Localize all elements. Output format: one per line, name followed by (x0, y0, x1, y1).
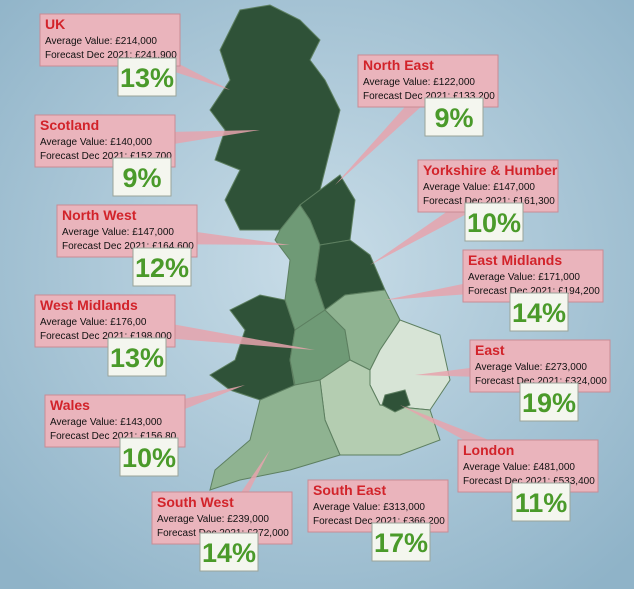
region-name: West Midlands (40, 297, 138, 313)
forecast-value: Forecast Dec 2021: £133,200 (363, 91, 495, 102)
average-value: Average Value: £171,000 (468, 272, 580, 283)
region-name: East (475, 342, 505, 358)
growth-note (464, 202, 524, 242)
average-value: Average Value: £214,000 (45, 36, 157, 47)
average-value: Average Value: £147,000 (423, 182, 535, 193)
callout-pointer (335, 73, 435, 185)
region-name: North West (62, 207, 137, 223)
region-callout: Wales Average Value: £143,000 Forecast Dec… (44, 385, 245, 477)
growth: 11% (515, 488, 568, 518)
growth: 19% (522, 388, 576, 418)
region-callout: East Average Value: £273,000 Forecast Dec … (415, 339, 611, 422)
forecast-value: Forecast Dec 2021: £324,000 (475, 376, 607, 387)
forecast-value: Forecast Dec 2021: £241,900 (45, 50, 177, 61)
growth-note (371, 522, 431, 562)
growth-note (511, 482, 571, 522)
forecast-value: Forecast Dec 2021: £156,80 (50, 431, 177, 442)
average-value: Average Value: £147,000 (62, 227, 174, 238)
average-value: Average Value: £481,000 (463, 462, 575, 473)
forecast-value: Forecast Dec 2021: £164,600 (62, 241, 194, 252)
region-callout: South East Average Value: £313,000 Forecas… (307, 479, 449, 562)
growth-note (107, 337, 167, 377)
region-callout: North West Average Value: £147,000 Forecas… (56, 204, 290, 287)
average-value: Average Value: £313,000 (313, 502, 425, 513)
region-name: UK (45, 16, 65, 32)
forecast-value: Forecast Dec 2021: £366,200 (313, 516, 445, 527)
forecast-value: Forecast Dec 2021: £152,700 (40, 151, 172, 162)
forecast-value: Forecast Dec 2021: £198,000 (40, 331, 172, 342)
region-name: North East (363, 57, 434, 73)
region-callout: Scotland Average Value: £140,000 Forecast … (34, 114, 260, 197)
region-name: Yorkshire & Humber (423, 162, 558, 178)
growth: 13% (110, 343, 164, 373)
region-name: South East (313, 482, 386, 498)
callout-box (39, 13, 181, 67)
region-callout: East Midlands Average Value: £171,000 Fore… (385, 249, 604, 332)
forecast-value: Forecast Dec 2021: £194,200 (468, 286, 600, 297)
growth: 12% (135, 253, 189, 283)
growth: 9% (122, 163, 161, 193)
growth-note (509, 292, 569, 332)
growth-note (519, 382, 579, 422)
growth: 13% (120, 63, 174, 93)
growth-note (424, 97, 484, 137)
region-name: Wales (50, 397, 90, 413)
growth: 14% (202, 538, 256, 568)
region-callout: London Average Value: £481,000 Forecast De… (400, 405, 599, 522)
region-name: Scotland (40, 117, 99, 133)
growth-note (132, 247, 192, 287)
average-value: Average Value: £140,000 (40, 137, 152, 148)
average-value: Average Value: £176,00 (40, 317, 147, 328)
forecast-value: Forecast Dec 2021: £161,300 (423, 196, 555, 207)
growth: 14% (512, 298, 566, 328)
forecast-value: Forecast Dec 2021: £533,400 (463, 476, 595, 487)
growth: 10% (467, 208, 521, 238)
growth: 9% (434, 103, 473, 133)
average-value: Average Value: £143,000 (50, 417, 162, 428)
growth-note (119, 437, 179, 477)
region-callout: UK Average Value: £214,000 Forecast Dec 20… (39, 13, 230, 97)
region-south-west (209, 379, 341, 491)
region-callout: North East Average Value: £122,000 Forecas… (335, 54, 499, 185)
average-value: Average Value: £239,000 (157, 514, 269, 525)
growth-note (199, 532, 259, 572)
region-name: East Midlands (468, 252, 562, 268)
map (209, 4, 451, 491)
region-name: London (463, 442, 514, 458)
average-value: Average Value: £273,000 (475, 362, 587, 373)
region-callout: West Midlands Average Value: £176,00 Forec… (34, 294, 315, 377)
growth: 17% (374, 528, 428, 558)
callout-pointer (370, 178, 495, 265)
growth-note (117, 57, 177, 97)
average-value: Average Value: £122,000 (363, 77, 475, 88)
region-name: South West (157, 494, 234, 510)
region-callout: Yorkshire & Humber Average Value: £147,00… (370, 159, 559, 265)
growth-note (112, 157, 172, 197)
growth: 10% (122, 443, 176, 473)
